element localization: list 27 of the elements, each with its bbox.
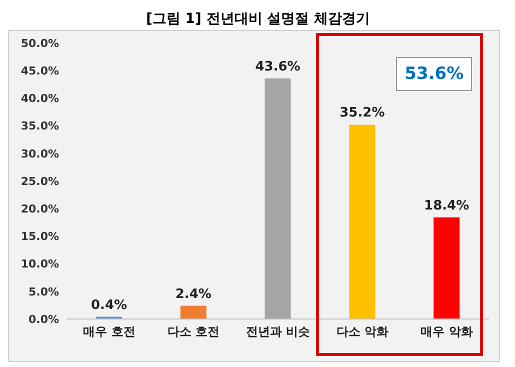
x-tick-label: 다소 악화	[336, 324, 388, 339]
y-tick-label: 0.0%	[28, 312, 59, 326]
bar	[264, 78, 291, 319]
x-tick-label: 전년과 비슷	[246, 324, 310, 339]
bar	[434, 217, 460, 319]
x-tick-label: 다소 호전	[168, 324, 220, 339]
annotation: 53.6%	[396, 57, 472, 91]
y-tick-label: 20.0%	[20, 202, 59, 216]
data-label: 35.2%	[340, 106, 385, 121]
y-tick-label: 45.0%	[20, 64, 59, 78]
data-label: 18.4%	[424, 198, 470, 214]
y-tick-label: 25.0%	[20, 174, 59, 188]
y-tick-label: 15.0%	[20, 230, 59, 244]
y-tick-label: 50.0%	[20, 36, 59, 50]
bar	[180, 306, 206, 319]
bar	[349, 124, 376, 319]
x-tick-label: 매우 악화	[420, 324, 473, 339]
y-tick-label: 40.0%	[20, 92, 59, 106]
y-tick-label: 35.0%	[20, 120, 59, 133]
y-tick-label: 10.0%	[20, 258, 59, 271]
data-label: 43.6%	[255, 59, 300, 74]
chart-title: [그림 1] 전년대비 설명절 체감경기	[144, 10, 372, 29]
data-label: 0.4%	[90, 298, 128, 313]
y-tick-label: 30.0%	[20, 147, 59, 160]
y-tick-label: 5.0%	[28, 285, 59, 298]
data-label: 2.4%	[175, 286, 212, 302]
x-tick-label: 매우 호전	[83, 324, 136, 339]
